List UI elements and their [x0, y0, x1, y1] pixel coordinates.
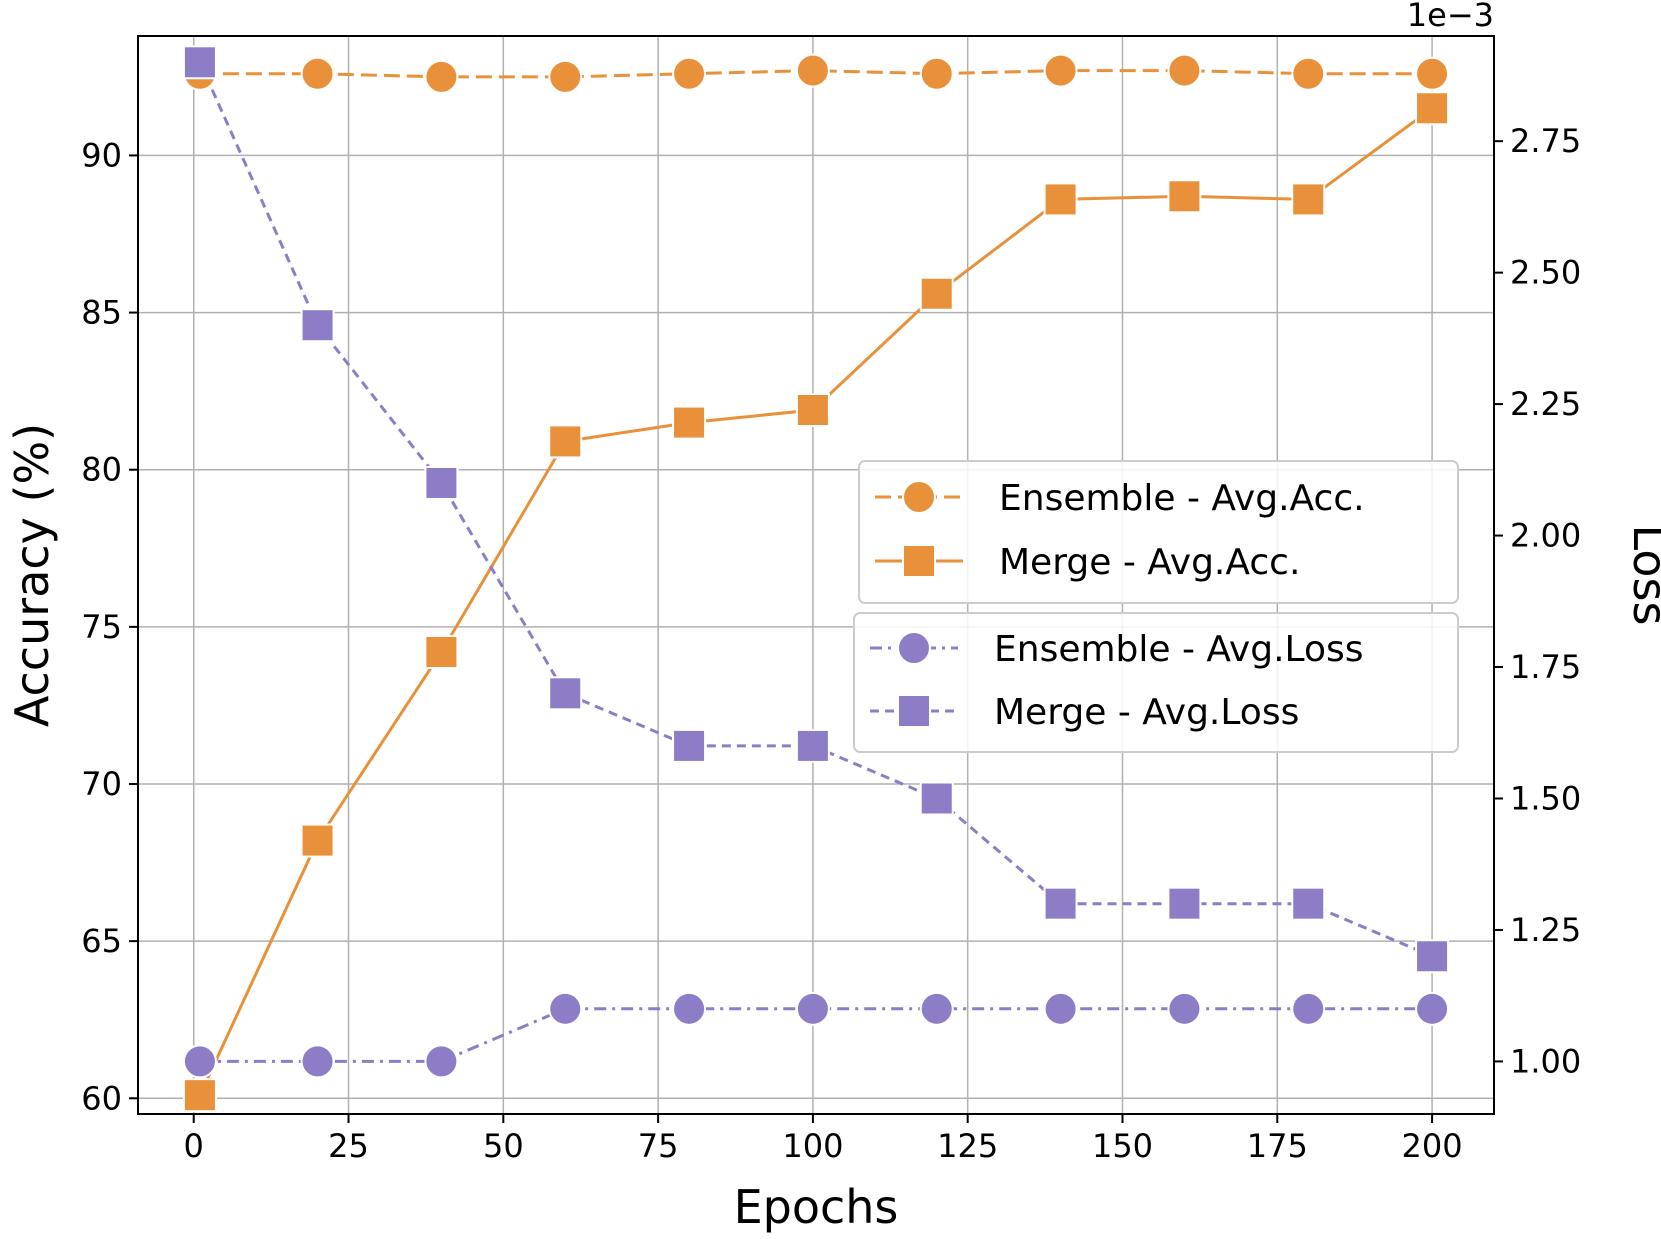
left-tick-label-4: 80 [81, 451, 122, 489]
left-axis-title: Accuracy (%) [5, 423, 59, 727]
legend-label-merge-loss: Merge - Avg.Loss [994, 692, 1299, 733]
point-s1-0 [182, 1078, 217, 1113]
x-tick-label-5: 125 [937, 1127, 998, 1165]
point-s3-2 [424, 465, 459, 500]
point-s3-8 [1167, 886, 1202, 921]
point-s0-8 [1167, 53, 1202, 88]
point-s0-3 [548, 59, 583, 94]
point-s3-10 [1415, 939, 1450, 974]
right-axis-ticks: 1.00 1.25 1.50 1.75 2.00 2.25 2.50 2.75 [1494, 122, 1581, 1080]
x-tick-label-8: 200 [1402, 1127, 1463, 1165]
right-tick-label-7: 2.75 [1510, 122, 1581, 160]
x-tick-label-4: 100 [782, 1127, 843, 1165]
right-tick-label-2: 1.50 [1510, 779, 1581, 817]
x-tick-label-7: 175 [1247, 1127, 1308, 1165]
point-s3-4 [672, 728, 707, 763]
point-s2-5 [795, 991, 830, 1026]
left-tick-label-0: 60 [81, 1079, 122, 1117]
point-s3-6 [919, 781, 954, 816]
legend-label-merge-acc: Merge - Avg.Acc. [999, 542, 1300, 583]
legend-marker-merge-acc [902, 544, 936, 578]
point-s0-5 [795, 53, 830, 88]
point-s2-8 [1167, 991, 1202, 1026]
left-axis-ticks: 60 65 70 75 80 85 90 [81, 136, 138, 1117]
point-s0-10 [1415, 56, 1450, 91]
legend-accuracy-box [858, 460, 1459, 604]
point-s2-2 [424, 1044, 459, 1079]
right-tick-label-4: 2.00 [1510, 517, 1581, 555]
x-tick-label-3: 75 [638, 1127, 679, 1165]
point-s0-9 [1291, 56, 1326, 91]
right-axis-multiplier: 1e−3 [1407, 0, 1494, 34]
point-s1-1 [300, 823, 335, 858]
point-s3-9 [1291, 886, 1326, 921]
point-s2-4 [672, 991, 707, 1026]
x-tick-label-2: 50 [483, 1127, 524, 1165]
point-s3-5 [795, 728, 830, 763]
point-s2-1 [300, 1044, 335, 1079]
point-s2-3 [548, 991, 583, 1026]
legend-loss: Ensemble - Avg.Loss Merge - Avg.Loss [853, 612, 1459, 753]
point-s2-0 [182, 1044, 217, 1079]
point-s2-6 [919, 991, 954, 1026]
x-tick-label-1: 25 [328, 1127, 369, 1165]
point-s0-1 [300, 56, 335, 91]
point-s1-3 [548, 424, 583, 459]
point-s0-6 [919, 56, 954, 91]
plot-frame [137, 35, 1495, 1115]
x-axis-title: Epochs [734, 1180, 899, 1234]
point-s3-0 [182, 45, 217, 80]
point-s1-7 [1043, 182, 1078, 217]
point-s1-6 [919, 276, 954, 311]
point-s1-5 [795, 393, 830, 427]
point-s1-9 [1291, 182, 1326, 217]
series-markers [182, 45, 1450, 1113]
x-tick-label-0: 0 [184, 1127, 204, 1165]
point-s3-1 [300, 308, 335, 343]
point-s1-8 [1167, 179, 1202, 214]
legend-label-ensemble-loss: Ensemble - Avg.Loss [994, 629, 1364, 670]
point-s2-10 [1415, 991, 1450, 1026]
right-tick-label-6: 2.50 [1510, 254, 1581, 292]
legend-marker-merge-loss [897, 694, 931, 728]
point-s0-7 [1043, 53, 1078, 88]
legend-marker-ensemble-acc [902, 480, 936, 514]
legend-marker-ensemble-loss [897, 631, 931, 665]
x-tick-label-6: 150 [1092, 1127, 1153, 1165]
left-tick-label-5: 85 [81, 294, 122, 332]
point-s0-4 [672, 56, 707, 91]
left-tick-label-3: 75 [81, 608, 122, 646]
point-s1-10 [1415, 91, 1450, 126]
legend-loss-box [853, 612, 1459, 753]
legend-accuracy: Ensemble - Avg.Acc. Merge - Avg.Acc. [858, 460, 1459, 604]
x-axis-ticks: 0 25 50 75 100 125 150 175 200 [184, 1114, 1463, 1165]
point-s2-7 [1043, 991, 1078, 1026]
point-s3-7 [1043, 886, 1078, 921]
left-tick-label-6: 90 [81, 136, 122, 174]
point-s1-4 [672, 405, 707, 440]
right-tick-label-5: 2.25 [1510, 385, 1581, 423]
right-tick-label-3: 1.75 [1510, 648, 1581, 686]
point-s3-3 [548, 676, 583, 711]
point-s0-2 [424, 59, 459, 94]
legend-label-ensemble-acc: Ensemble - Avg.Acc. [999, 478, 1365, 519]
point-s1-2 [424, 635, 459, 669]
right-tick-label-1: 1.25 [1510, 911, 1581, 949]
left-tick-label-1: 65 [81, 922, 122, 960]
left-tick-label-2: 70 [81, 765, 122, 803]
right-axis-title: Loss [1623, 525, 1661, 626]
right-tick-label-0: 1.00 [1510, 1042, 1581, 1080]
point-s2-9 [1291, 991, 1326, 1026]
